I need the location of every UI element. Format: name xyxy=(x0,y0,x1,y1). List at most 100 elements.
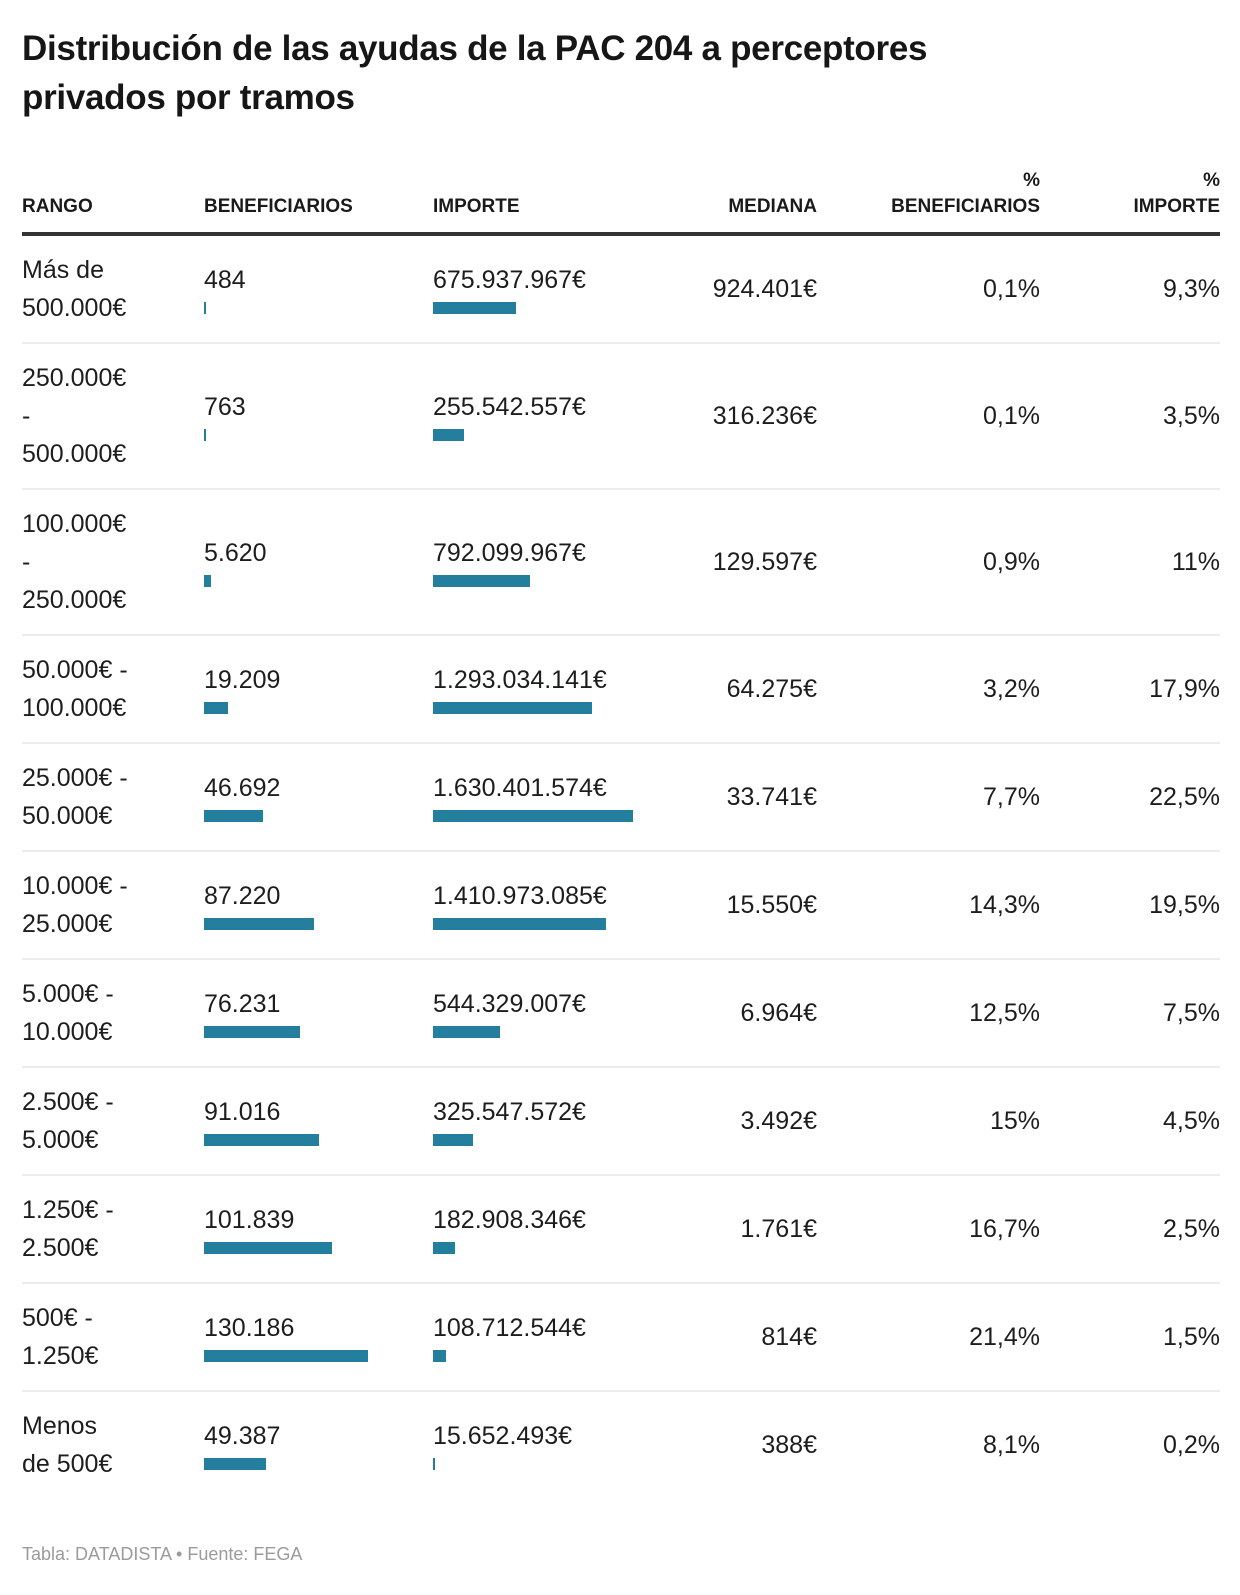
importe-cell: 325.547.572€ xyxy=(433,1097,663,1146)
beneficiarios-value: 5.620 xyxy=(204,538,267,567)
importe-value: 1.293.034.141€ xyxy=(433,665,607,694)
importe-bar xyxy=(433,809,633,822)
range-cell: 50.000€ - 100.000€ xyxy=(22,656,128,723)
range-cell: 100.000€ - 250.000€ xyxy=(22,510,127,615)
column-header-mediana: MEDIANA xyxy=(728,195,817,217)
range-cell: 500€ - 1.250€ xyxy=(22,1304,99,1371)
pct-beneficiarios-cell: 0,1% xyxy=(983,402,1040,431)
table-row: 1.250€ - 2.500€ 101.839 182.908.346€ 1.761€… xyxy=(22,1174,1220,1282)
pct-beneficiarios-cell: 21,4% xyxy=(969,1323,1040,1352)
beneficiarios-value: 130.186 xyxy=(204,1313,295,1342)
beneficiarios-cell: 76.231 xyxy=(204,989,433,1038)
column-header-pct-importe: % IMPORTE xyxy=(1133,170,1220,217)
beneficiarios-bar xyxy=(204,917,314,930)
footer-credit: Tabla: DATADISTA • Fuente: FEGA xyxy=(22,1544,303,1565)
importe-cell: 108.712.544€ xyxy=(433,1313,663,1362)
mediana-cell: 3.492€ xyxy=(740,1107,817,1136)
importe-cell: 544.329.007€ xyxy=(433,989,663,1038)
pct-beneficiarios-cell: 7,7% xyxy=(983,783,1040,812)
pct-beneficiarios-cell: 15% xyxy=(989,1107,1040,1136)
importe-cell: 1.630.401.574€ xyxy=(433,773,663,822)
pct-importe-cell: 11% xyxy=(1171,548,1220,577)
pct-importe-cell: 0,2% xyxy=(1163,1431,1220,1460)
beneficiarios-bar xyxy=(204,1133,319,1146)
beneficiarios-cell: 5.620 xyxy=(204,538,433,587)
beneficiarios-value: 76.231 xyxy=(204,989,281,1018)
mediana-cell: 814€ xyxy=(761,1323,817,1352)
pct-importe-cell: 17,9% xyxy=(1149,675,1220,704)
importe-value: 108.712.544€ xyxy=(433,1313,586,1342)
beneficiarios-cell: 91.016 xyxy=(204,1097,433,1146)
importe-bar xyxy=(433,428,464,441)
importe-bar xyxy=(433,301,516,314)
pct-beneficiarios-cell: 3,2% xyxy=(983,675,1040,704)
pct-importe-cell: 1,5% xyxy=(1163,1323,1220,1352)
beneficiarios-bar xyxy=(204,574,211,587)
beneficiarios-cell: 130.186 xyxy=(204,1313,433,1362)
importe-cell: 792.099.967€ xyxy=(433,538,663,587)
importe-bar xyxy=(433,1241,455,1254)
beneficiarios-value: 46.692 xyxy=(204,773,281,802)
table-row: 50.000€ - 100.000€ 19.209 1.293.034.141€ 64… xyxy=(22,634,1220,742)
pct-beneficiarios-cell: 8,1% xyxy=(983,1431,1040,1460)
importe-bar xyxy=(433,1025,500,1038)
importe-cell: 182.908.346€ xyxy=(433,1205,663,1254)
importe-value: 182.908.346€ xyxy=(433,1205,586,1234)
range-cell: 5.000€ - 10.000€ xyxy=(22,980,114,1047)
range-cell: 1.250€ - 2.500€ xyxy=(22,1196,114,1263)
beneficiarios-value: 49.387 xyxy=(204,1421,281,1450)
table-row: Menos de 500€ 49.387 15.652.493€ 388€ 8,1% 0,… xyxy=(22,1390,1220,1498)
beneficiarios-bar xyxy=(204,809,263,822)
pct-importe-cell: 19,5% xyxy=(1149,891,1220,920)
range-cell: Más de 500.000€ xyxy=(22,256,127,323)
beneficiarios-value: 91.016 xyxy=(204,1097,281,1126)
pct-importe-cell: 3,5% xyxy=(1163,402,1220,431)
mediana-cell: 1.761€ xyxy=(740,1215,817,1244)
mediana-cell: 924.401€ xyxy=(712,275,817,304)
importe-value: 675.937.967€ xyxy=(433,265,586,294)
importe-value: 15.652.493€ xyxy=(433,1421,573,1450)
beneficiarios-cell: 46.692 xyxy=(204,773,433,822)
table-row: Más de 500.000€ 484 675.937.967€ 924.401€ 0,… xyxy=(22,236,1220,342)
beneficiarios-cell: 49.387 xyxy=(204,1421,433,1470)
range-cell: Menos de 500€ xyxy=(22,1412,113,1479)
pct-importe-cell: 2,5% xyxy=(1163,1215,1220,1244)
range-cell: 25.000€ - 50.000€ xyxy=(22,764,128,831)
beneficiarios-value: 763 xyxy=(204,392,246,421)
beneficiarios-cell: 87.220 xyxy=(204,881,433,930)
mediana-cell: 15.550€ xyxy=(726,891,817,920)
column-header-pct-beneficiarios: % BENEFICIARIOS xyxy=(891,170,1040,217)
mediana-cell: 64.275€ xyxy=(726,675,817,704)
table-body: Más de 500.000€ 484 675.937.967€ 924.401€ 0,… xyxy=(22,236,1220,1498)
beneficiarios-bar xyxy=(204,301,206,314)
beneficiarios-bar xyxy=(204,701,228,714)
table-header-row: RANGO BENEFICIARIOS IMPORTE MEDIANA % BE… xyxy=(22,168,1220,237)
table-row: 5.000€ - 10.000€ 76.231 544.329.007€ 6.964€… xyxy=(22,958,1220,1066)
beneficiarios-value: 101.839 xyxy=(204,1205,295,1234)
mediana-cell: 129.597€ xyxy=(712,548,817,577)
pct-importe-cell: 7,5% xyxy=(1163,999,1220,1028)
beneficiarios-value: 87.220 xyxy=(204,881,281,910)
range-cell: 250.000€ - 500.000€ xyxy=(22,364,127,469)
beneficiarios-cell: 101.839 xyxy=(204,1205,433,1254)
pct-importe-cell: 22,5% xyxy=(1149,783,1220,812)
pct-importe-cell: 9,3% xyxy=(1163,275,1220,304)
beneficiarios-value: 19.209 xyxy=(204,665,281,694)
beneficiarios-cell: 763 xyxy=(204,392,433,441)
column-header-rango: RANGO xyxy=(22,195,93,217)
pct-beneficiarios-cell: 14,3% xyxy=(969,891,1040,920)
pct-beneficiarios-cell: 0,1% xyxy=(983,275,1040,304)
mediana-cell: 316.236€ xyxy=(712,402,817,431)
table-row: 250.000€ - 500.000€ 763 255.542.557€ 316.23… xyxy=(22,342,1220,488)
range-cell: 2.500€ - 5.000€ xyxy=(22,1088,114,1155)
beneficiarios-bar xyxy=(204,1025,300,1038)
mediana-cell: 6.964€ xyxy=(740,999,817,1028)
pct-importe-cell: 4,5% xyxy=(1163,1107,1220,1136)
beneficiarios-bar xyxy=(204,1241,332,1254)
importe-value: 325.547.572€ xyxy=(433,1097,586,1126)
importe-bar xyxy=(433,1133,473,1146)
importe-value: 544.329.007€ xyxy=(433,989,586,1018)
mediana-cell: 388€ xyxy=(761,1431,817,1460)
beneficiarios-value: 484 xyxy=(204,265,246,294)
